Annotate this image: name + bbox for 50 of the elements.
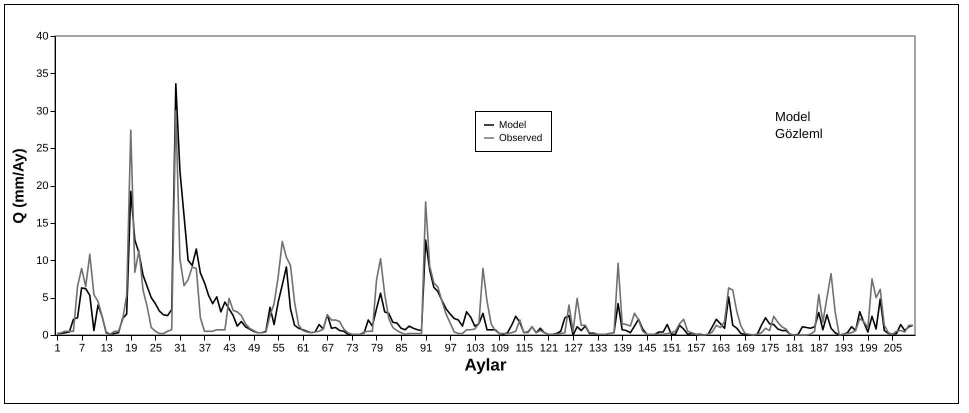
x-tick-label: 169 [736, 342, 755, 354]
x-tick-label: 205 [884, 342, 902, 354]
x-axis-title: Aylar [464, 356, 507, 374]
x-tick-label: 19 [125, 342, 138, 354]
x-tick-label: 7 [79, 342, 86, 354]
x-tick-label: 79 [370, 342, 384, 354]
annotation: Gözleml [775, 126, 823, 141]
x-tick-label: 115 [516, 342, 534, 354]
y-tick-label: 30 [36, 105, 48, 118]
x-tick-label: 37 [198, 342, 212, 354]
x-tick-label: 61 [297, 342, 310, 354]
x-tick-label: 139 [614, 342, 632, 354]
legend-label: Model [499, 120, 526, 131]
x-tick-label: 103 [466, 342, 484, 354]
x-tick-label: 13 [100, 342, 113, 354]
legend-label: Observed [499, 133, 542, 144]
y-axis-title: Q (mm/Ay) [10, 148, 28, 224]
x-tick-label: 49 [248, 342, 260, 354]
y-tick-label: 15 [36, 217, 48, 230]
y-tick-label: 0 [42, 330, 48, 342]
x-tick-label: 175 [760, 342, 780, 354]
x-tick-label: 181 [786, 342, 804, 354]
x-tick-label: 121 [540, 342, 558, 354]
x-tick-label: 73 [346, 342, 359, 354]
x-tick-label: 1 [54, 342, 61, 354]
x-tick-label: 97 [444, 342, 457, 354]
y-tick-label: 20 [36, 180, 48, 192]
x-tick-label: 55 [272, 342, 285, 354]
y-tick-label: 10 [36, 254, 48, 267]
y-tick-label: 35 [36, 68, 48, 80]
x-tick-label: 43 [223, 342, 236, 354]
x-tick-label: 163 [712, 342, 730, 354]
x-tick-label: 187 [810, 342, 828, 354]
x-tick-label: 133 [588, 342, 608, 354]
x-tick-label: 193 [834, 342, 854, 354]
y-tick-label: 40 [36, 30, 48, 42]
x-tick-label: 25 [150, 342, 162, 354]
x-tick-label: 127 [564, 342, 583, 354]
y-tick-label: 25 [36, 142, 48, 155]
x-tick-label: 151 [662, 342, 682, 354]
x-tick-label: 157 [687, 342, 706, 354]
y-tick-label: 5 [42, 292, 48, 304]
x-tick-label: 31 [174, 342, 187, 354]
x-tick-label: 91 [420, 342, 432, 354]
x-tick-label: 109 [490, 342, 510, 354]
x-tick-label: 145 [638, 342, 656, 354]
annotation: Model [775, 109, 811, 124]
x-tick-label: 67 [322, 342, 334, 354]
x-tick-label: 199 [859, 342, 878, 354]
x-tick-label: 85 [395, 342, 408, 354]
